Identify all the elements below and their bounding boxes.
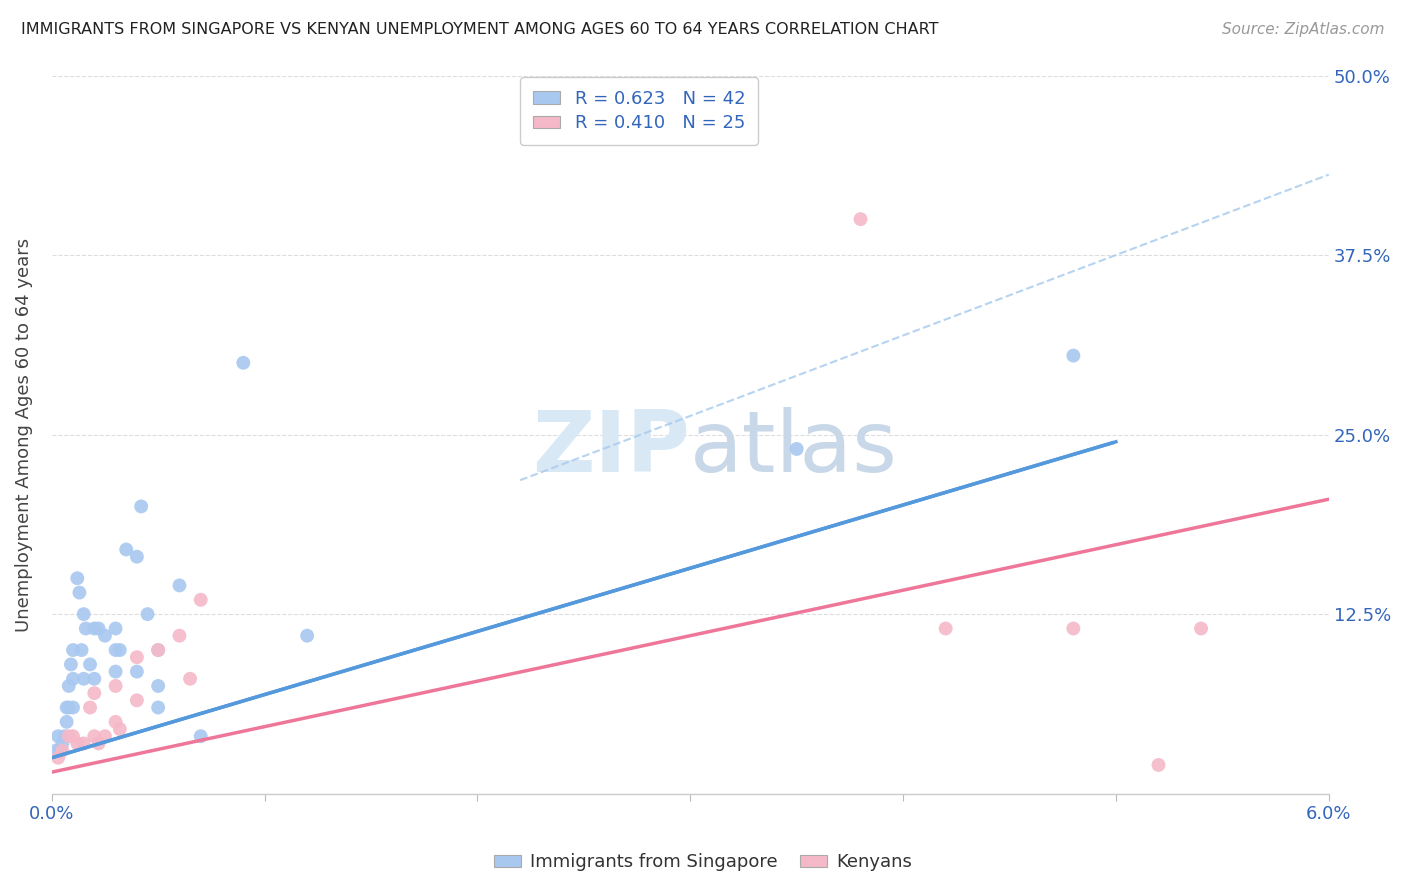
Point <box>104 622 127 636</box>
Point <box>79 700 101 714</box>
Point <box>51 743 73 757</box>
Point <box>45 743 67 757</box>
Point <box>75 622 97 636</box>
Point <box>179 672 201 686</box>
Point <box>125 650 148 665</box>
Y-axis label: Unemployment Among Ages 60 to 64 years: Unemployment Among Ages 60 to 64 years <box>15 237 32 632</box>
Point <box>73 672 96 686</box>
Legend: Immigrants from Singapore, Kenyans: Immigrants from Singapore, Kenyans <box>486 847 920 879</box>
Point <box>295 629 318 643</box>
Point <box>58 679 80 693</box>
Point <box>83 686 105 700</box>
Point <box>146 643 169 657</box>
Point <box>59 657 82 672</box>
Point <box>125 549 148 564</box>
Point <box>232 356 254 370</box>
Point <box>125 665 148 679</box>
Point <box>136 607 159 621</box>
Point <box>66 571 89 585</box>
Point <box>1062 349 1084 363</box>
Text: IMMIGRANTS FROM SINGAPORE VS KENYAN UNEMPLOYMENT AMONG AGES 60 TO 64 YEARS CORRE: IMMIGRANTS FROM SINGAPORE VS KENYAN UNEM… <box>21 22 939 37</box>
Text: ZIP: ZIP <box>533 408 690 491</box>
Point <box>146 700 169 714</box>
Point <box>83 729 105 743</box>
Point <box>190 592 212 607</box>
Legend: R = 0.623   N = 42, R = 0.410   N = 25: R = 0.623 N = 42, R = 0.410 N = 25 <box>520 78 758 145</box>
Point <box>1062 622 1084 636</box>
Point <box>190 729 212 743</box>
Point <box>73 736 96 750</box>
Point <box>104 665 127 679</box>
Text: atlas: atlas <box>690 408 898 491</box>
Point <box>58 700 80 714</box>
Point <box>104 679 127 693</box>
Point <box>46 751 69 765</box>
Point <box>62 643 84 657</box>
Point <box>115 542 138 557</box>
Point <box>55 700 77 714</box>
Point <box>104 714 127 729</box>
Point <box>146 643 169 657</box>
Point <box>58 729 80 743</box>
Point <box>169 629 191 643</box>
Point <box>935 622 957 636</box>
Point <box>73 607 96 621</box>
Point <box>94 629 117 643</box>
Point <box>49 743 72 757</box>
Point <box>83 672 105 686</box>
Point <box>46 729 69 743</box>
Point <box>104 643 127 657</box>
Point <box>62 672 84 686</box>
Point <box>129 500 152 514</box>
Point <box>94 729 117 743</box>
Point <box>87 736 110 750</box>
Point <box>849 212 872 227</box>
Point <box>62 729 84 743</box>
Point <box>67 585 90 599</box>
Text: Source: ZipAtlas.com: Source: ZipAtlas.com <box>1222 22 1385 37</box>
Point <box>108 722 131 736</box>
Point <box>125 693 148 707</box>
Point <box>66 736 89 750</box>
Point <box>53 729 76 743</box>
Point <box>87 622 110 636</box>
Point <box>79 657 101 672</box>
Point <box>146 679 169 693</box>
Point <box>169 578 191 592</box>
Point <box>51 736 73 750</box>
Point <box>55 714 77 729</box>
Point <box>83 622 105 636</box>
Point <box>786 442 808 456</box>
Point <box>1189 622 1212 636</box>
Point <box>1147 758 1170 772</box>
Point <box>70 643 93 657</box>
Point <box>62 700 84 714</box>
Point <box>108 643 131 657</box>
